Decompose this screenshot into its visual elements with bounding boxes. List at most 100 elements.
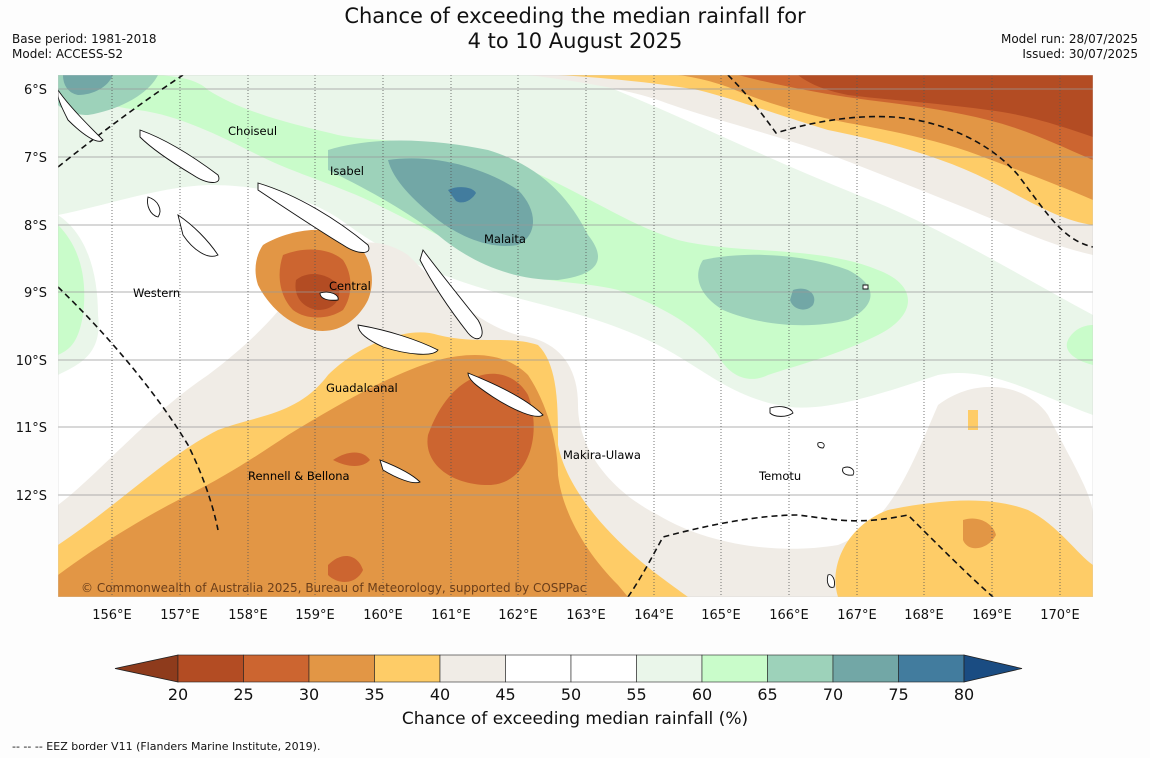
- lon-label-168e: 168°E: [904, 608, 944, 623]
- model-run: Model run: 28/07/2025: [1000, 32, 1138, 46]
- contour-60-65-right: [1066, 325, 1093, 365]
- island-isabel: [257, 182, 370, 253]
- contour-70-75-nw: [63, 75, 113, 95]
- label-isabel: Isabel: [330, 164, 364, 178]
- colorbar-tick-50: 50: [561, 685, 581, 704]
- lon-label-166e: 166°E: [769, 608, 809, 623]
- label-makira: Makira-Ulawa: [563, 448, 641, 462]
- issued-date: Issued: 30/07/2025: [1022, 47, 1138, 61]
- contour-25-30-south-small: [333, 452, 370, 466]
- colorbar-tick-70: 70: [823, 685, 843, 704]
- colorbar-segment-b25_30: [243, 654, 310, 683]
- island-central-ngella: [319, 291, 339, 301]
- island-makira: [467, 372, 544, 417]
- colorbar-tick-35: 35: [364, 685, 384, 704]
- lat-gridlines: [58, 88, 1093, 496]
- island-guadalcanal: [357, 324, 439, 355]
- label-western: Western: [133, 286, 180, 300]
- contour-60-65-left: [58, 225, 85, 355]
- island-coastlines: [58, 89, 869, 588]
- colorbar-segment-b60_65: [701, 654, 768, 683]
- meta-left: Base period: 1981-2018 Model: ACCESS-S2: [12, 32, 157, 62]
- lat-label-8s: 8°S: [24, 219, 47, 234]
- contour-35-40-se: [835, 500, 1093, 597]
- lon-label-165e: 165°E: [701, 608, 741, 623]
- lon-label-161e: 161°E: [431, 608, 471, 623]
- island-vella: [147, 196, 161, 218]
- meta-right: Model run: 28/07/2025 Issued: 30/07/2025: [1001, 32, 1138, 62]
- contour-75-80: [448, 187, 476, 203]
- island-banks: [826, 574, 835, 588]
- colorbar-segment-b75_80: [898, 654, 965, 683]
- lon-label-163e: 163°E: [566, 608, 606, 623]
- chart-title: Chance of exceeding the median rainfall …: [0, 4, 1150, 54]
- contour-35-40-spot: [968, 410, 978, 430]
- lat-label-12s: 12°S: [16, 489, 47, 504]
- contour-70-75-east: [790, 288, 815, 310]
- lon-label-169e: 169°E: [972, 608, 1012, 623]
- lon-label-160e: 160°E: [363, 608, 403, 623]
- label-malaita: Malaita: [484, 232, 526, 246]
- colorbar-tick-labels: 20 25 30 35 40 45 50 55 60 65 70 75 80: [168, 685, 974, 704]
- lon-label-170e: 170°E: [1040, 608, 1080, 623]
- lon-label-167e: 167°E: [837, 608, 877, 623]
- colorbar-tick-20: 20: [168, 685, 188, 704]
- contour-30-35-se: [963, 518, 996, 549]
- colorbar-tick-30: 30: [299, 685, 319, 704]
- label-guadalcanal: Guadalcanal: [326, 381, 398, 395]
- island-santa-cruz: [769, 406, 794, 417]
- province-labels: Choiseul Isabel Malaita Central Western …: [133, 124, 801, 483]
- island-malaita: [419, 249, 483, 340]
- lon-label-156e: 156°E: [92, 608, 132, 623]
- lon-axis: 156°E 157°E 158°E 159°E 160°E 161°E 162°…: [92, 608, 1080, 623]
- label-choiseul: Choiseul: [228, 124, 277, 138]
- copyright-text: © Commonwealth of Australia 2025, Bureau…: [81, 581, 586, 595]
- lon-gridlines: [111, 75, 1061, 597]
- island-rennell: [379, 459, 421, 484]
- title-line-2: 4 to 10 August 2025: [467, 29, 683, 53]
- model-name: Model: ACCESS-S2: [12, 47, 124, 61]
- contour-20-25-ne: [798, 75, 1093, 137]
- lon-label-164e: 164°E: [634, 608, 674, 623]
- base-period: Base period: 1981-2018: [12, 32, 157, 46]
- label-central: Central: [329, 279, 371, 293]
- colorbar-extend-high: [963, 654, 1023, 683]
- contour-65-70-east: [698, 254, 871, 326]
- label-rennell: Rennell & Bellona: [248, 469, 350, 483]
- lon-label-162e: 162°E: [498, 608, 538, 623]
- colorbar-extend-low: [114, 654, 179, 683]
- colorbar-tick-25: 25: [233, 685, 253, 704]
- lon-label-158e: 158°E: [228, 608, 268, 623]
- eez-footnote: -- -- -- EEZ border V11 (Flanders Marine…: [12, 740, 321, 753]
- colorbar-segment-b30_35: [308, 654, 375, 683]
- colorbar-tick-40: 40: [430, 685, 450, 704]
- colorbar-tick-55: 55: [626, 685, 646, 704]
- colorbar: 20 25 30 35 40 45 50 55 60 65 70 75 80: [114, 654, 1023, 704]
- colorbar-tick-45: 45: [495, 685, 515, 704]
- lon-label-159e: 159°E: [295, 608, 335, 623]
- eez-borders: [58, 75, 1093, 597]
- lat-label-11s: 11°S: [16, 421, 47, 436]
- island-new-georgia: [177, 213, 219, 257]
- colorbar-segment-b50_55: [570, 654, 637, 683]
- island-choiseul: [139, 129, 220, 183]
- contour-25-30-south-bottom: [328, 555, 363, 582]
- island-bougainville-tip: [58, 89, 104, 142]
- island-sikaiana: [862, 284, 869, 290]
- rainfall-map: Choiseul Isabel Malaita Central Western …: [58, 75, 1093, 597]
- colorbar-tick-75: 75: [888, 685, 908, 704]
- lat-label-10s: 10°S: [16, 354, 47, 369]
- island-vanikoro: [842, 466, 855, 476]
- colorbar-label: Chance of exceeding median rainfall (%): [401, 709, 749, 729]
- lon-label-157e: 157°E: [160, 608, 200, 623]
- island-utupua: [817, 442, 825, 449]
- label-temotu: Temotu: [758, 469, 801, 483]
- colorbar-segment-b35_40: [374, 654, 441, 683]
- colorbar-tick-80: 80: [954, 685, 974, 704]
- lat-label-7s: 7°S: [24, 151, 47, 166]
- lat-label-9s: 9°S: [24, 286, 47, 301]
- title-line-1: Chance of exceeding the median rainfall …: [344, 4, 806, 28]
- colorbar-segments: [114, 654, 1023, 683]
- lat-label-6s: 6°S: [24, 83, 47, 98]
- colorbar-segment-b55_60: [636, 654, 703, 683]
